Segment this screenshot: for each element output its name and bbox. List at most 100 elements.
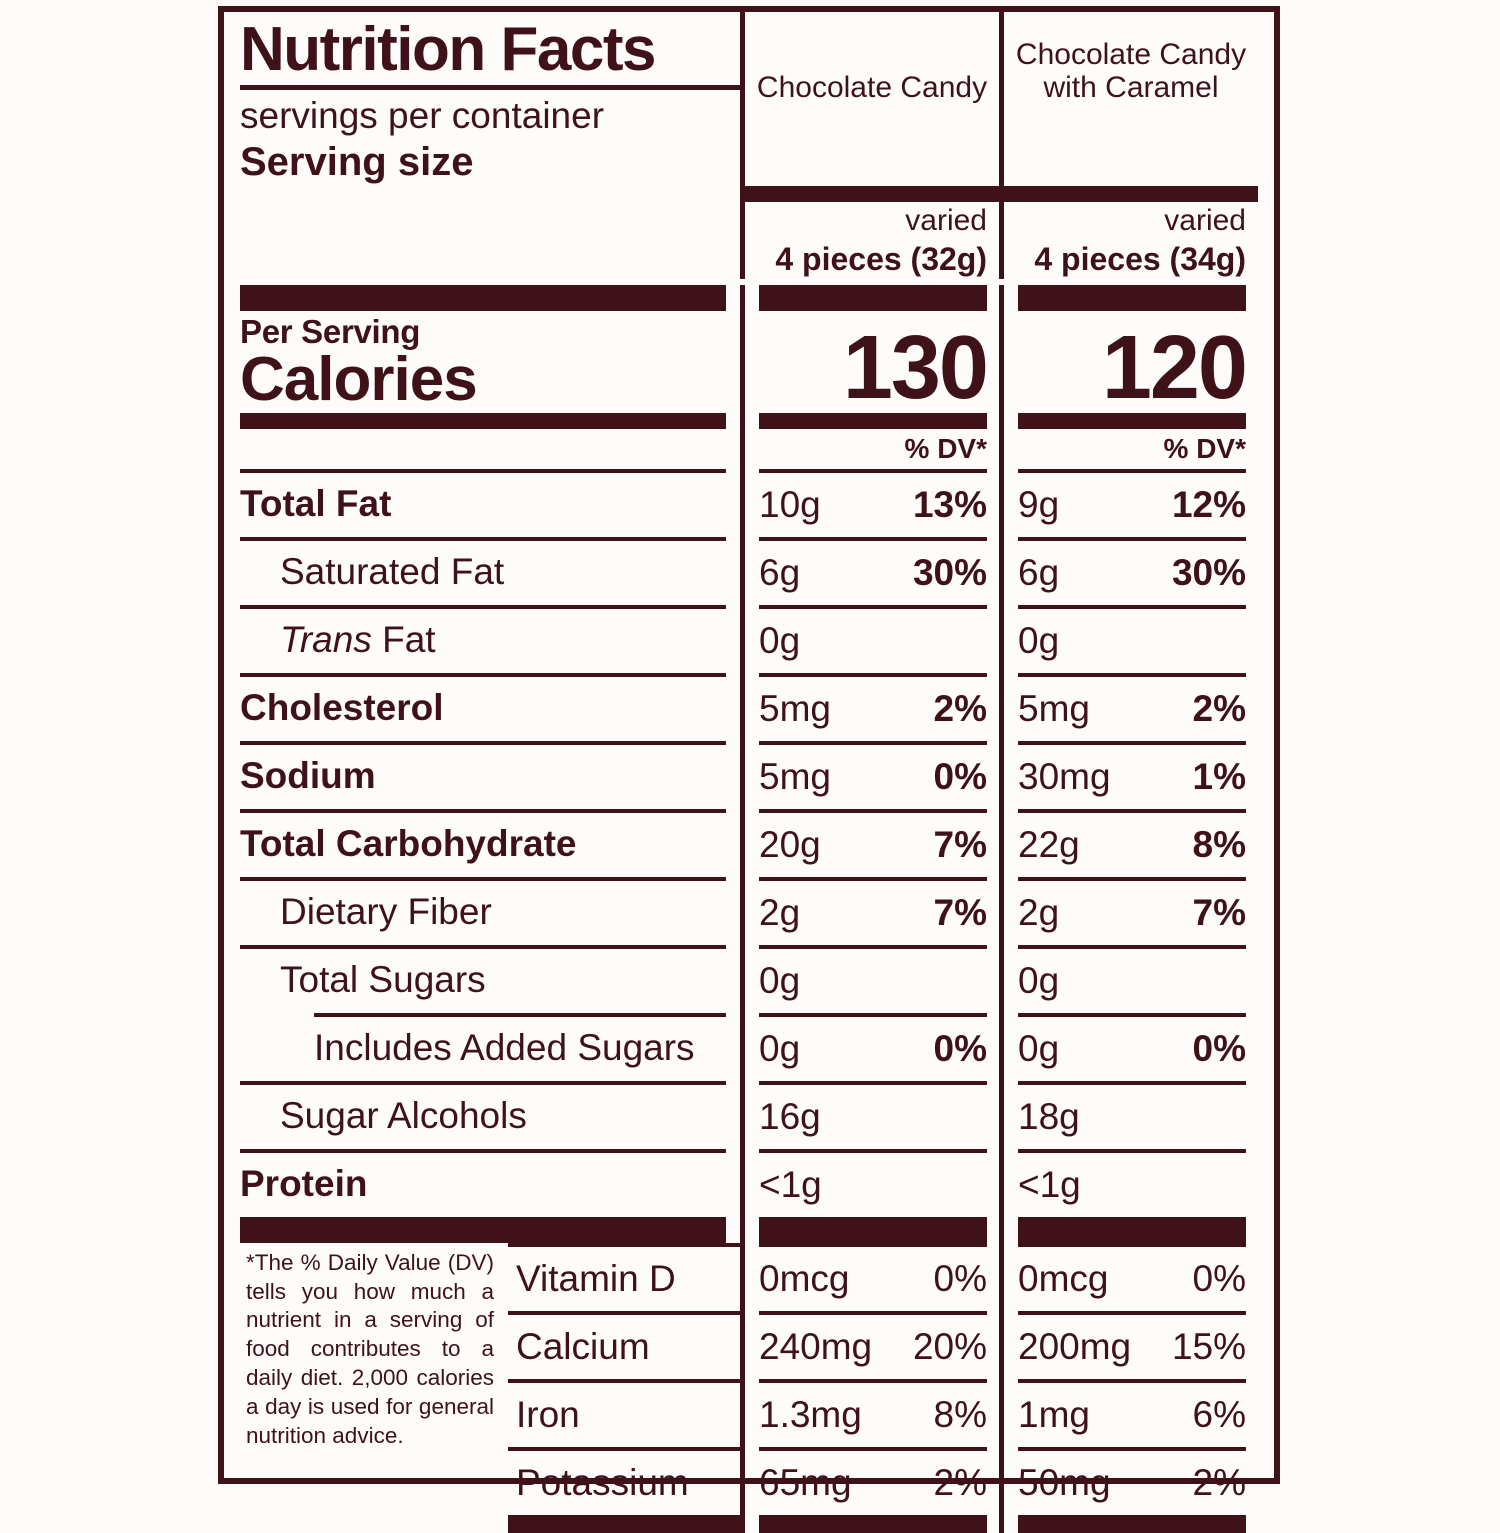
nutrient-daily-value: 1%: [1192, 755, 1246, 797]
nutrient-row: Total Sugars 0g 0g: [240, 948, 1258, 1013]
micronutrient-amount: 1.3mg: [759, 1393, 862, 1435]
micronutrient-daily-value: 0%: [933, 1257, 987, 1299]
micronutrient-separator: [508, 1310, 1258, 1315]
column-2-name: Chocolate Candy with Caramel: [1015, 38, 1247, 104]
micronutrient-daily-value: 8%: [933, 1393, 987, 1435]
per-serving-label: Per Serving: [240, 313, 421, 351]
nutrient-value-col2: 30mg 1%: [999, 744, 1258, 809]
nutrient-name: Cholesterol: [240, 686, 444, 728]
nutrient-name: Dietary Fiber: [280, 890, 492, 932]
micronutrient-value-col2: 50mg 2%: [999, 1450, 1258, 1515]
column-1-calories: 130: [740, 311, 999, 413]
nutrient-daily-value: 8%: [1192, 823, 1246, 865]
nutrient-value-col2: 6g 30%: [999, 540, 1258, 605]
nutrient-value-col1: 10g 13%: [740, 472, 999, 537]
micronutrient-amount: 65mg: [759, 1461, 852, 1503]
calories-label: Calories: [240, 345, 478, 415]
serving-values-row: varied 4 pieces (32g) varied 4 pieces (3…: [240, 201, 1258, 280]
nutrient-amount: 5mg: [759, 687, 831, 729]
micronutrient-name: Vitamin D: [516, 1257, 676, 1299]
nutrient-row: Total Fat 10g 13% 9g 12%: [240, 472, 1258, 537]
calories-underbar-row: [240, 412, 1258, 429]
nutrient-daily-value: 0%: [933, 1027, 987, 1069]
nutrient-amount: 18g: [1018, 1095, 1080, 1137]
nutrient-value-col2: 9g 12%: [999, 472, 1258, 537]
micronutrient-daily-value: 2%: [1192, 1461, 1246, 1503]
nutrient-separator: [240, 740, 1258, 745]
bottom-bar-col2: [999, 1514, 1258, 1533]
nutrient-amount: 9g: [1018, 483, 1060, 525]
micronutrient-daily-value: 20%: [912, 1325, 987, 1367]
column-2-serving-size-value: 4 pieces (34g): [1034, 241, 1246, 278]
column-1-dv-header: % DV*: [740, 428, 999, 469]
nutrient-separator-col1: [740, 672, 999, 677]
nutrient-amount: 5mg: [759, 755, 831, 797]
thick-bar-col2: [999, 285, 1258, 312]
calories-underbar-col2: [999, 412, 1258, 429]
column-1-serving: varied 4 pieces (32g): [740, 201, 999, 280]
nutrient-daily-value: 0%: [1192, 1027, 1246, 1069]
nutrient-separator-col1: [740, 1080, 999, 1085]
nutrient-separator: [240, 604, 1258, 609]
nutrient-amount: 0g: [1018, 959, 1060, 1001]
nutrient-value-col1: 6g 30%: [740, 540, 999, 605]
nutrient-row: Sugar Alcohols 16g 18g: [240, 1084, 1258, 1149]
nutrient-separator-left: [240, 1012, 740, 1017]
dv-header-row: % DV* % DV*: [240, 428, 1258, 469]
micronutrient-value-col1: 240mg 20%: [740, 1314, 999, 1379]
nutrient-amount: 2g: [1018, 891, 1060, 933]
micronutrient-separator-col2: [999, 1310, 1258, 1315]
nutrient-row: Includes Added Sugars 0g 0% 0g 0%: [240, 1016, 1258, 1081]
micronutrient-amount: 0mcg: [759, 1257, 850, 1299]
nutrient-value-col2: 0g 0%: [999, 1016, 1258, 1081]
calories-row: Per Serving Calories 130 120: [240, 311, 1258, 415]
nutrient-name: Protein: [240, 1162, 368, 1204]
serving-values-spacer: [240, 202, 740, 280]
micronutrient-daily-value: 6%: [1192, 1393, 1246, 1435]
nutrient-value-col1: <1g: [740, 1152, 999, 1217]
nutrient-separator: [240, 808, 1258, 813]
nutrient-daily-value: 30%: [912, 551, 987, 593]
header-divider-spacer: [240, 186, 740, 202]
nutrient-separator-col1: [740, 944, 999, 949]
nutrient-separator-col2: [999, 944, 1258, 949]
micro-bar-row: [240, 1216, 1258, 1243]
nutrient-separator-col1: [740, 876, 999, 881]
nutrient-value-col2: 5mg 2%: [999, 676, 1258, 741]
nutrient-row: Total Carbohydrate 20g 7% 22g 8%: [240, 812, 1258, 877]
nutrient-separator-col2: [999, 808, 1258, 813]
nutrient-amount: 6g: [759, 551, 801, 593]
nutrient-separator: [240, 468, 1258, 473]
nutrient-name: Trans Fat: [280, 618, 436, 660]
daily-value-footnote: *The % Daily Value (DV) tells you how mu…: [246, 1249, 494, 1448]
micronutrient-value-col1: 1.3mg 8%: [740, 1382, 999, 1447]
header-divider-col1: [740, 185, 999, 202]
nutrient-value-col2: 18g: [999, 1084, 1258, 1149]
nutrient-value-col2: 0g: [999, 608, 1258, 673]
nutrient-separator: [240, 944, 1258, 949]
nutrient-separator-col2: [999, 740, 1258, 745]
nutrient-name-italic-part: Trans: [280, 618, 372, 660]
nutrient-daily-value: 7%: [933, 823, 987, 865]
column-1-serving-size-value: 4 pieces (32g): [775, 241, 987, 278]
micro-bar-left: [240, 1216, 740, 1243]
nutrient-amount: <1g: [759, 1163, 822, 1205]
nutrient-separator-col2: [999, 1148, 1258, 1153]
nutrient-separator: [240, 1012, 1258, 1017]
nutrient-separator-col2: [999, 536, 1258, 541]
nutrient-name: Sodium: [240, 754, 376, 796]
micronutrient-amount: 50mg: [1018, 1461, 1111, 1503]
nutrient-value-col1: 0g 0%: [740, 1016, 999, 1081]
nutrient-amount: <1g: [1018, 1163, 1081, 1205]
nutrient-separator-col2: [999, 1012, 1258, 1017]
column-1-name: Chocolate Candy: [756, 71, 988, 104]
nutrient-amount: 0g: [1018, 1027, 1060, 1069]
micronutrient-daily-value: 15%: [1171, 1325, 1246, 1367]
micronutrient-separator-col1: [740, 1378, 999, 1383]
nutrient-row: Saturated Fat 6g 30% 6g 30%: [240, 540, 1258, 605]
micronutrient-separator-left: [508, 1446, 740, 1451]
page-title: Nutrition Facts: [240, 15, 656, 84]
column-2-calories: 120: [999, 311, 1258, 413]
nutrient-separator-left: [240, 876, 740, 881]
micronutrient-value-col2: 200mg 15%: [999, 1314, 1258, 1379]
